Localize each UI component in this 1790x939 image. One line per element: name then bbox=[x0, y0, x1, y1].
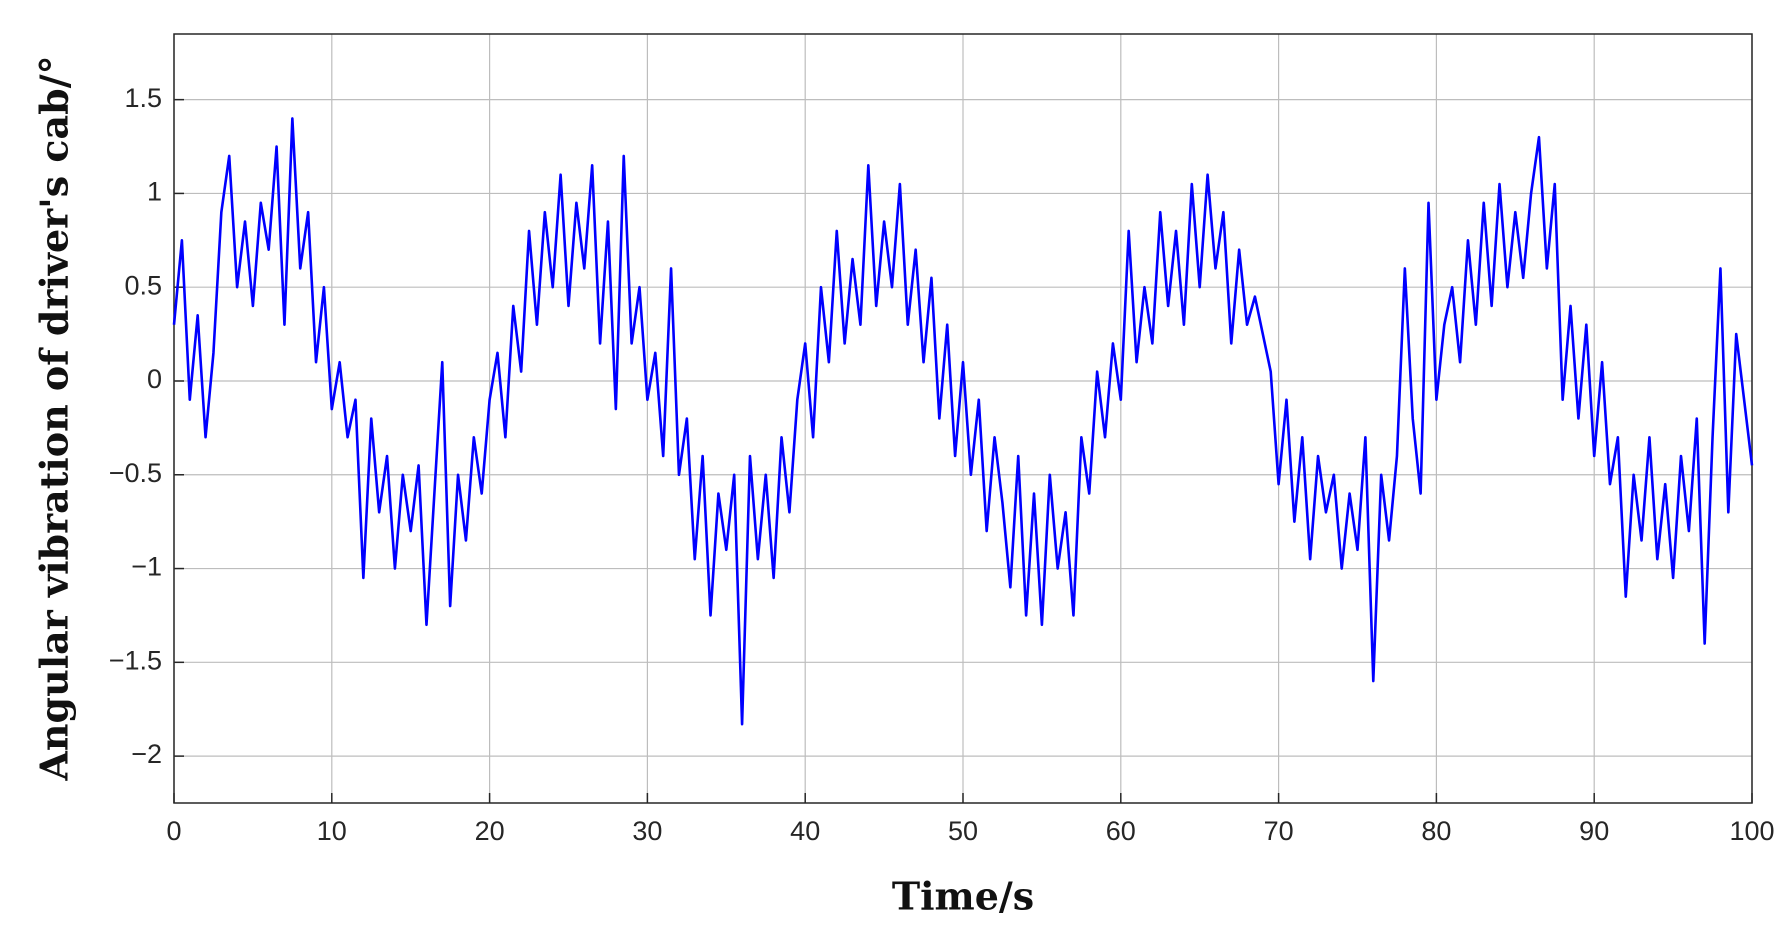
y-tick-label: 1 bbox=[147, 177, 162, 207]
x-tick-label: 70 bbox=[1264, 816, 1294, 846]
data-line bbox=[172, 117, 1754, 726]
y-tick-label: 0 bbox=[147, 364, 162, 394]
x-tick-label: 90 bbox=[1579, 816, 1609, 846]
y-tick-label: −0.5 bbox=[109, 458, 162, 488]
x-tick-label: 0 bbox=[166, 816, 181, 846]
x-tick-label: 10 bbox=[317, 816, 347, 846]
y-tick-label: 0.5 bbox=[124, 270, 162, 300]
y-tick-label: −1 bbox=[131, 552, 162, 582]
x-tick-label: 20 bbox=[475, 816, 505, 846]
x-tick-label: 50 bbox=[948, 816, 978, 846]
y-tick-label: −1.5 bbox=[109, 645, 162, 675]
x-tick-label: 40 bbox=[790, 816, 820, 846]
x-axis-title: Time/s bbox=[892, 874, 1034, 919]
x-tick-label: 30 bbox=[632, 816, 662, 846]
plot-frame bbox=[173, 33, 1753, 804]
x-tick-label: 100 bbox=[1729, 816, 1774, 846]
y-tick-label: −2 bbox=[131, 739, 162, 769]
y-tick-label: 1.5 bbox=[124, 83, 162, 113]
y-axis-title: Angular vibration of driver's cab/° bbox=[32, 55, 77, 781]
x-tick-label: 60 bbox=[1106, 816, 1136, 846]
x-tick-label: 80 bbox=[1421, 816, 1451, 846]
